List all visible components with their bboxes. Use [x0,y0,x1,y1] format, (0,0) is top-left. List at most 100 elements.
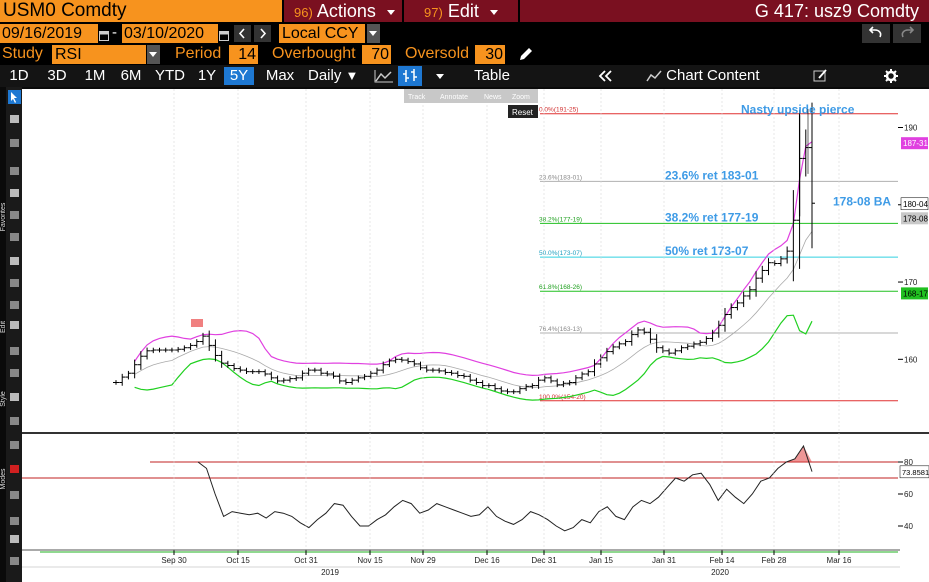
side-tab-style[interactable]: Style [0,391,7,407]
date-back-button[interactable] [234,25,251,42]
table-button-label: Table [474,67,510,84]
security-ticker-field[interactable]: USM0 Comdty [0,0,282,22]
mini-toolbar-track[interactable]: Track [408,94,426,101]
chart-content-icon [646,70,662,82]
chart-type-dropdown[interactable] [425,67,455,85]
x-tick-label: Feb 14 [710,556,735,565]
period-button-max[interactable]: Max [265,67,295,84]
bar-chart-button[interactable] [398,66,422,86]
mini-toolbar-annotate[interactable]: Annotate [440,94,468,101]
gear-tool-icon[interactable] [10,517,19,525]
study-name: RSI [55,46,82,63]
bollinger-upper-line [134,141,813,377]
ohlc-bar [113,380,119,385]
oversold-input[interactable]: 30 [475,45,505,64]
grid-tool-icon[interactable] [10,441,19,449]
ohlc-bar [722,308,728,332]
wand-tool-icon[interactable] [10,393,19,401]
price-tag-label: 180-04 [903,200,928,209]
pencil-icon[interactable] [516,46,534,63]
trend-tool-icon[interactable] [10,233,19,241]
cross-tool-icon[interactable] [10,557,19,565]
shape-tool-icon[interactable] [10,417,19,425]
side-tab-favorites[interactable]: Favorites [0,202,7,231]
ohlc-bar [765,258,772,276]
eraser-tool-icon[interactable] [10,321,19,329]
x-tick-label: Sep 30 [161,556,187,565]
x-tick-label: Jan 31 [652,556,677,565]
mini-toolbar-news[interactable]: News [484,94,502,101]
ohlc-bar [566,380,573,386]
ohlc-bar [380,361,387,374]
period-button-1d[interactable]: 1D [9,67,29,84]
study-bar: Study RSI Period 14 Overbought 70 Overso… [0,44,929,65]
reset-button[interactable] [508,105,538,118]
period-button-5y[interactable]: 5Y [224,67,254,85]
side-tab-modes[interactable]: Modes [0,468,7,490]
ohlc-bar [324,370,331,377]
frequency-select[interactable]: Daily ▼ [302,67,368,85]
ohlc-bar [479,380,486,388]
side-tab-edit[interactable]: Edit [0,321,7,333]
chart-area[interactable]: Favorites Edit Style Modes 0.0%(191-25) 23.6… [0,87,929,582]
currency-dropdown-button[interactable] [367,24,380,43]
ohlc-bar [212,339,219,362]
ohlc-bar [498,386,505,394]
line-chart-button[interactable] [372,67,396,85]
end-date-field[interactable]: 03/10/2020 [122,24,218,43]
date-forward-button[interactable] [254,25,271,42]
arrow-tool-icon[interactable] [10,535,19,543]
trash-tool-icon[interactable] [10,491,19,499]
channel-tool-icon[interactable] [10,257,19,265]
brush-tool-icon[interactable] [10,279,19,287]
mini-toolbar-zoom[interactable]: Zoom [512,94,530,101]
pen-tool-icon[interactable] [10,115,19,123]
settings-button[interactable] [880,67,902,85]
overbought-input[interactable]: 70 [362,45,391,64]
period-button-1m[interactable]: 1M [84,67,106,84]
ohlc-bar [603,347,610,362]
text-tool-icon[interactable] [10,167,19,175]
ohlc-bar [548,375,554,384]
moving-average-line [134,231,813,389]
color-tool-icon[interactable] [10,369,19,377]
list-tool-icon[interactable] [10,301,19,309]
period-button-3d[interactable]: 3D [47,67,67,84]
y-axis-panel [900,89,929,550]
layers-tool-icon[interactable] [10,347,19,355]
edit-menu-button[interactable]: 97) Edit [404,0,518,22]
collapse-button[interactable] [594,67,616,85]
price-tag-label: 168-17 [903,289,928,298]
ohlc-bar [653,334,660,353]
ohlc-bar [150,347,157,354]
calendar-icon[interactable] [219,28,229,41]
study-dropdown-button[interactable] [147,45,160,64]
period-button-6m[interactable]: 6M [120,67,142,84]
undo-icon [868,26,882,38]
start-date-field[interactable]: 09/16/2019 [0,24,98,43]
rectangle-tool-icon[interactable] [10,189,19,197]
lock-tool-icon[interactable] [10,465,19,473]
ohlc-bar [262,369,269,377]
ohlc-bar [200,332,206,345]
edit-chart-button[interactable] [810,67,832,85]
ohlc-bar [287,376,293,383]
undo-button[interactable] [862,24,890,43]
fib-level-label: 50.0%(173-07) [539,250,582,257]
fib-tool-icon[interactable] [10,211,19,219]
ohlc-bar [367,370,374,379]
currency-select[interactable]: Local CCY [279,24,365,43]
table-button[interactable]: Table [459,67,525,85]
study-select[interactable]: RSI [52,45,146,64]
period-button-ytd[interactable]: YTD [155,67,185,84]
line-tool-icon[interactable] [10,139,19,147]
fib-level-label: 38.2%(177-19) [539,216,582,223]
ohlc-bar [442,368,449,375]
redo-button[interactable] [893,24,921,43]
chart-content-button[interactable]: Chart Content [646,67,766,85]
period-input[interactable]: 14 [229,45,258,64]
period-button-1y[interactable]: 1Y [197,67,217,84]
ohlc-bar [709,329,716,342]
actions-menu-button[interactable]: 96) Actions [284,0,402,22]
calendar-icon[interactable] [99,28,109,41]
